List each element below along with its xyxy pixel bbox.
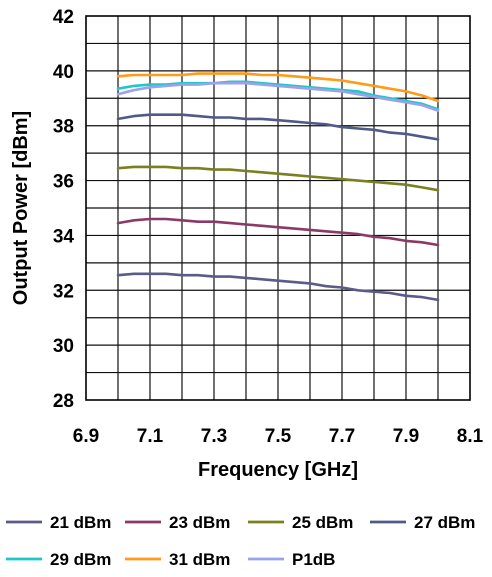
x-tick-label: 7.7	[329, 426, 355, 447]
y-tick-label: 42	[53, 7, 74, 28]
series-line-2	[116, 217, 440, 247]
y-tick-label: 32	[53, 281, 74, 302]
series-line-3	[116, 165, 440, 192]
y-tick-label: 40	[53, 62, 74, 83]
plot-frame	[85, 15, 471, 401]
series-line-7	[116, 81, 440, 112]
legend-label: 27 dBm	[414, 513, 475, 532]
y-tick-label: 38	[53, 117, 74, 138]
series-line-1	[116, 272, 440, 302]
series-layer	[116, 72, 440, 302]
y-tick-label: 34	[53, 226, 75, 247]
legend-label: 31 dBm	[169, 550, 230, 569]
legend-label: 29 dBm	[50, 550, 111, 569]
y-tick-label: 36	[53, 172, 74, 193]
y-axis-title: Output Power [dBm]	[10, 111, 32, 305]
x-tick-label: 7.5	[265, 426, 292, 447]
x-tick-label: 8.1	[457, 426, 484, 447]
legend-label: P1dB	[292, 550, 335, 569]
legend: 21 dBm 23 dBm 25 dBm 27 dBm 29 dBm 31 dBm P1dB	[6, 513, 475, 569]
y-tick-label: 30	[53, 336, 74, 357]
legend-label: 25 dBm	[292, 513, 353, 532]
x-tick-label: 6.9	[73, 426, 99, 447]
series-line-4	[116, 113, 440, 141]
x-axis-title: Frequency [GHz]	[198, 459, 358, 481]
tick-labels: 6.9 7.1 7.3 7.5 7.7 7.9 8.1 28 30 32 34 36 38 40 42	[53, 7, 484, 447]
x-tick-label: 7.1	[137, 426, 164, 447]
x-tick-label: 7.3	[201, 426, 227, 447]
gridlines	[86, 16, 470, 400]
x-tick-label: 7.9	[393, 426, 419, 447]
y-tick-label: 28	[53, 391, 74, 412]
series-line-6	[116, 72, 440, 103]
legend-label: 21 dBm	[50, 513, 111, 532]
legend-label: 23 dBm	[169, 513, 230, 532]
